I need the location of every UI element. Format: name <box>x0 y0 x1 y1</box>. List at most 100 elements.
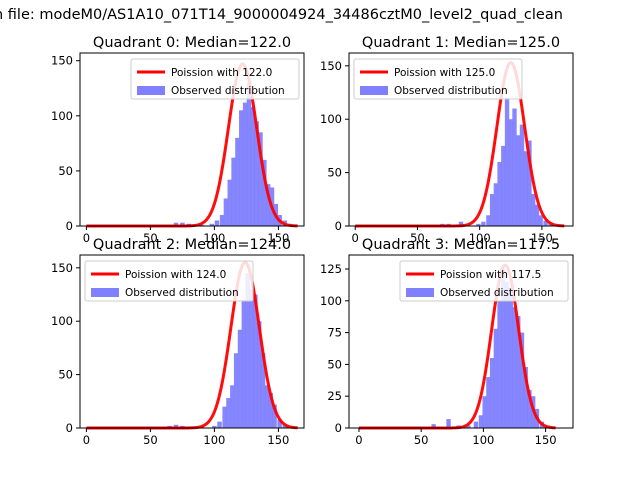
legend-box <box>130 58 300 100</box>
legend-bar-swatch <box>406 288 434 297</box>
histogram-bar <box>523 151 528 226</box>
y-tick-label: 150 <box>51 261 73 275</box>
histogram-bar <box>214 220 220 226</box>
subplot-title: Quadrant 0: Median=122.0 <box>93 35 291 51</box>
histogram-bar <box>231 157 236 226</box>
histogram-bar <box>543 220 548 226</box>
axes-frame <box>79 52 305 227</box>
histogram-bar <box>527 140 532 226</box>
histogram-bar <box>241 299 247 428</box>
x-tick-label: 50 <box>143 231 158 245</box>
legend-bar-swatch <box>137 86 165 95</box>
x-tick-label: 0 <box>352 231 359 245</box>
histogram-bar <box>250 106 256 226</box>
legend-label-model: Poission with 125.0 <box>394 67 495 79</box>
histogram-bar <box>222 406 227 428</box>
subplot-title: Quadrant 3: Median=117.5 <box>362 237 560 253</box>
histogram-bar <box>260 353 266 428</box>
y-tick-label: 50 <box>58 164 73 178</box>
histogram-bar <box>458 221 464 226</box>
histogram-bar <box>282 424 288 428</box>
histogram-bar <box>504 281 510 428</box>
legend-label-observed: Observed distribution <box>171 85 285 97</box>
x-tick-label: 0 <box>83 231 90 245</box>
y-tick-label: 25 <box>327 389 342 403</box>
histogram-bar <box>199 224 204 226</box>
x-tick-label: 100 <box>469 231 491 245</box>
histogram-bar <box>242 102 248 226</box>
histogram-bar <box>508 288 513 428</box>
x-tick-label: 150 <box>531 231 553 245</box>
legend-label-model: Poission with 117.5 <box>440 269 541 281</box>
histogram-bar <box>466 425 471 428</box>
y-tick-label: 50 <box>327 357 342 371</box>
figure-suptitle: n file: modeM0/AS1A10_071T14_9000004924_… <box>0 7 563 23</box>
x-tick-label: 150 <box>267 231 289 245</box>
x-tick-label: 50 <box>410 231 425 245</box>
histogram-bar <box>482 396 487 428</box>
histogram-bar <box>516 316 521 428</box>
histogram-bar <box>527 389 532 428</box>
histogram-bar <box>265 184 271 226</box>
y-tick-label: 100 <box>320 294 342 308</box>
subplot-2: 0 50 100 150 0 50 100 150 Quadrant 2: Median=124… <box>51 237 305 447</box>
histogram-bar <box>219 214 225 226</box>
histogram-bar <box>486 215 491 226</box>
histogram-bar <box>254 121 259 226</box>
x-tick-label: 100 <box>472 433 494 447</box>
histogram-bar <box>173 424 179 428</box>
legend-label-model: Poission with 122.0 <box>171 67 272 79</box>
legend-box <box>84 260 254 302</box>
histogram-bar <box>253 294 258 428</box>
legend-label-observed: Observed distribution <box>125 287 239 299</box>
y-tick-label: 75 <box>327 326 342 340</box>
legend-box <box>353 58 523 100</box>
histogram-bar <box>519 332 525 428</box>
subplots: 0 50 100 150 0 50 100 150 Quadrant 0: Median=122… <box>51 35 574 447</box>
histogram-bar <box>497 161 502 226</box>
legend-box <box>399 260 569 302</box>
histogram-bar <box>258 132 263 226</box>
histogram-bar <box>481 221 486 226</box>
histogram-bar <box>538 215 543 226</box>
y-tick-label: 100 <box>51 314 73 328</box>
histogram-bar <box>268 392 273 428</box>
histogram-bar <box>431 424 436 428</box>
histogram-bar <box>504 97 510 226</box>
y-tick-label: 0 <box>335 421 342 435</box>
x-tick-label: 100 <box>203 433 225 447</box>
x-tick-label: 150 <box>267 433 289 447</box>
y-tick-label: 0 <box>66 421 73 435</box>
histogram-bar <box>473 421 479 428</box>
axes-frame <box>79 254 305 429</box>
histogram-bar <box>446 419 451 428</box>
y-tick-label: 150 <box>51 54 73 68</box>
histogram-bar <box>223 198 229 226</box>
histogram-bar <box>508 119 513 226</box>
histogram-bar <box>489 358 495 428</box>
y-tick-label: 0 <box>335 219 342 233</box>
y-tick-label: 125 <box>320 262 342 276</box>
y-tick-label: 0 <box>66 219 73 233</box>
histogram-bar <box>493 328 499 428</box>
histogram-bar <box>180 222 185 226</box>
histogram-bar <box>212 425 217 428</box>
subplot-1: 0 50 100 150 0 50 100 150 Quadrant 1: Median=125… <box>320 35 574 245</box>
legend-label-observed: Observed distribution <box>394 85 508 97</box>
histogram-bar <box>476 223 481 226</box>
histogram-bar <box>519 124 525 226</box>
histogram-bar <box>501 268 506 428</box>
histogram-bar <box>264 385 270 428</box>
histogram-bar <box>245 273 250 428</box>
histogram-bar <box>209 223 215 226</box>
x-tick-label: 50 <box>414 433 429 447</box>
histogram-bar <box>235 137 240 226</box>
histogram-bar <box>523 366 528 428</box>
histogram-bar <box>534 204 540 226</box>
histogram-bar <box>516 135 521 226</box>
histogram-bar <box>239 110 244 226</box>
y-tick-label: 100 <box>320 112 342 126</box>
histogram-bar <box>249 289 254 428</box>
histogram-bar <box>512 108 517 226</box>
